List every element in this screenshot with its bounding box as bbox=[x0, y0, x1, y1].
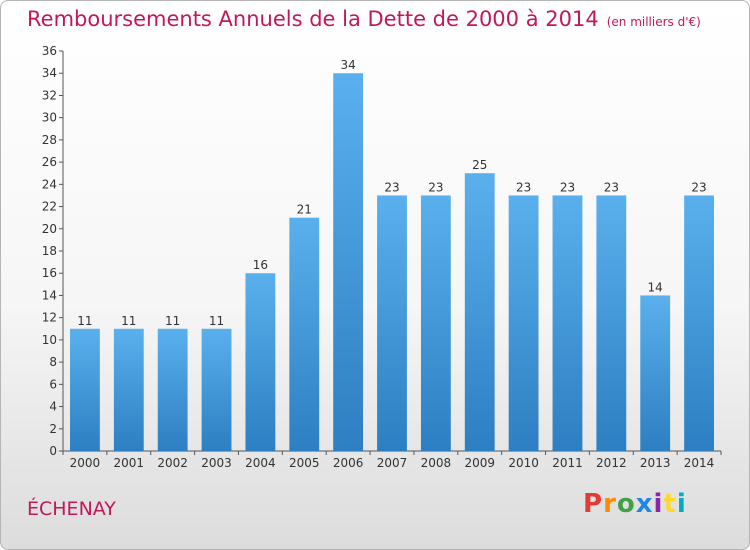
logo-letter: o bbox=[616, 489, 636, 519]
bar-2005 bbox=[289, 217, 320, 451]
logo-letter: P bbox=[583, 489, 604, 519]
value-label-2000: 11 bbox=[77, 314, 92, 328]
x-tick-label-2005: 2005 bbox=[289, 456, 320, 470]
chart-subtitle: (en milliers d'€) bbox=[606, 15, 701, 29]
y-tick-label: 16 bbox=[42, 266, 57, 280]
value-label-2002: 11 bbox=[165, 314, 180, 328]
bar-2011 bbox=[552, 195, 583, 451]
logo-letter: i bbox=[676, 489, 687, 519]
x-tick-label-2000: 2000 bbox=[70, 456, 101, 470]
y-tick-label: 10 bbox=[42, 333, 57, 347]
y-tick-label: 0 bbox=[49, 444, 57, 458]
x-tick-label-2003: 2003 bbox=[201, 456, 232, 470]
value-label-2004: 16 bbox=[253, 258, 268, 272]
y-tick-label: 12 bbox=[42, 311, 57, 325]
commune-name: ÉCHENAY bbox=[27, 498, 116, 520]
y-tick-label: 4 bbox=[49, 400, 57, 414]
bar-2000 bbox=[70, 328, 100, 451]
y-tick-label: 26 bbox=[42, 155, 57, 169]
logo-letter: r bbox=[603, 489, 617, 519]
chart-title: Remboursements Annuels de la Dette de 20… bbox=[27, 7, 701, 31]
value-label-2009: 25 bbox=[472, 158, 487, 172]
bar-2003 bbox=[201, 328, 232, 451]
value-label-2014: 23 bbox=[691, 180, 706, 194]
x-tick-label-2014: 2014 bbox=[684, 456, 715, 470]
y-tick-label: 20 bbox=[42, 222, 57, 236]
x-tick-label-2011: 2011 bbox=[552, 456, 583, 470]
bar-2002 bbox=[157, 328, 188, 451]
bar-2009 bbox=[464, 173, 495, 451]
value-label-2003: 11 bbox=[209, 314, 224, 328]
proxiti-logo: Proxiti bbox=[583, 489, 687, 519]
x-tick-label-2010: 2010 bbox=[508, 456, 539, 470]
x-tick-label-2009: 2009 bbox=[464, 456, 495, 470]
y-tick-label: 32 bbox=[42, 88, 57, 102]
bar-2014 bbox=[684, 195, 714, 451]
bar-2012 bbox=[596, 195, 627, 451]
y-tick-label: 22 bbox=[42, 200, 57, 214]
value-label-2012: 23 bbox=[604, 180, 619, 194]
y-tick-label: 30 bbox=[42, 111, 57, 125]
x-tick-label-2004: 2004 bbox=[245, 456, 276, 470]
x-tick-label-2012: 2012 bbox=[596, 456, 627, 470]
y-tick-label: 8 bbox=[49, 355, 57, 369]
value-label-2010: 23 bbox=[516, 180, 531, 194]
logo-letter: x bbox=[635, 489, 654, 519]
bar-2007 bbox=[377, 195, 407, 451]
y-tick-label: 14 bbox=[42, 288, 57, 302]
bar-2006 bbox=[333, 73, 364, 451]
bars: 11 11 11 11 16 21 34 23 23 25 23 23 23 14 23 bbox=[70, 58, 714, 451]
x-tick-label-2001: 2001 bbox=[114, 456, 145, 470]
x-tick-label-2008: 2008 bbox=[421, 456, 452, 470]
value-label-2001: 11 bbox=[121, 314, 136, 328]
bar-2001 bbox=[113, 328, 144, 451]
y-tick-label: 6 bbox=[49, 377, 57, 391]
y-tick-label: 24 bbox=[42, 177, 57, 191]
y-tick-label: 2 bbox=[49, 422, 57, 436]
bar-2010 bbox=[508, 195, 539, 451]
bar-2004 bbox=[245, 273, 276, 451]
bar-2008 bbox=[420, 195, 451, 451]
value-label-2011: 23 bbox=[560, 180, 575, 194]
y-tick-label: 18 bbox=[42, 244, 57, 258]
logo-letter: t bbox=[663, 489, 677, 519]
logo-letter: i bbox=[653, 489, 664, 519]
value-label-2007: 23 bbox=[384, 180, 399, 194]
value-label-2006: 34 bbox=[340, 58, 355, 72]
x-tick-label-2002: 2002 bbox=[157, 456, 188, 470]
y-tick-label: 36 bbox=[42, 44, 57, 58]
bar-2013 bbox=[640, 295, 671, 451]
y-tick-label: 34 bbox=[42, 66, 57, 80]
chart-title-text: Remboursements Annuels de la Dette de 20… bbox=[27, 7, 599, 31]
x-tick-label-2013: 2013 bbox=[640, 456, 671, 470]
value-label-2005: 21 bbox=[297, 203, 312, 217]
value-label-2013: 14 bbox=[648, 280, 663, 294]
value-label-2008: 23 bbox=[428, 180, 443, 194]
x-tick-label-2007: 2007 bbox=[377, 456, 408, 470]
x-tick-label-2006: 2006 bbox=[333, 456, 364, 470]
y-tick-label: 28 bbox=[42, 133, 57, 147]
